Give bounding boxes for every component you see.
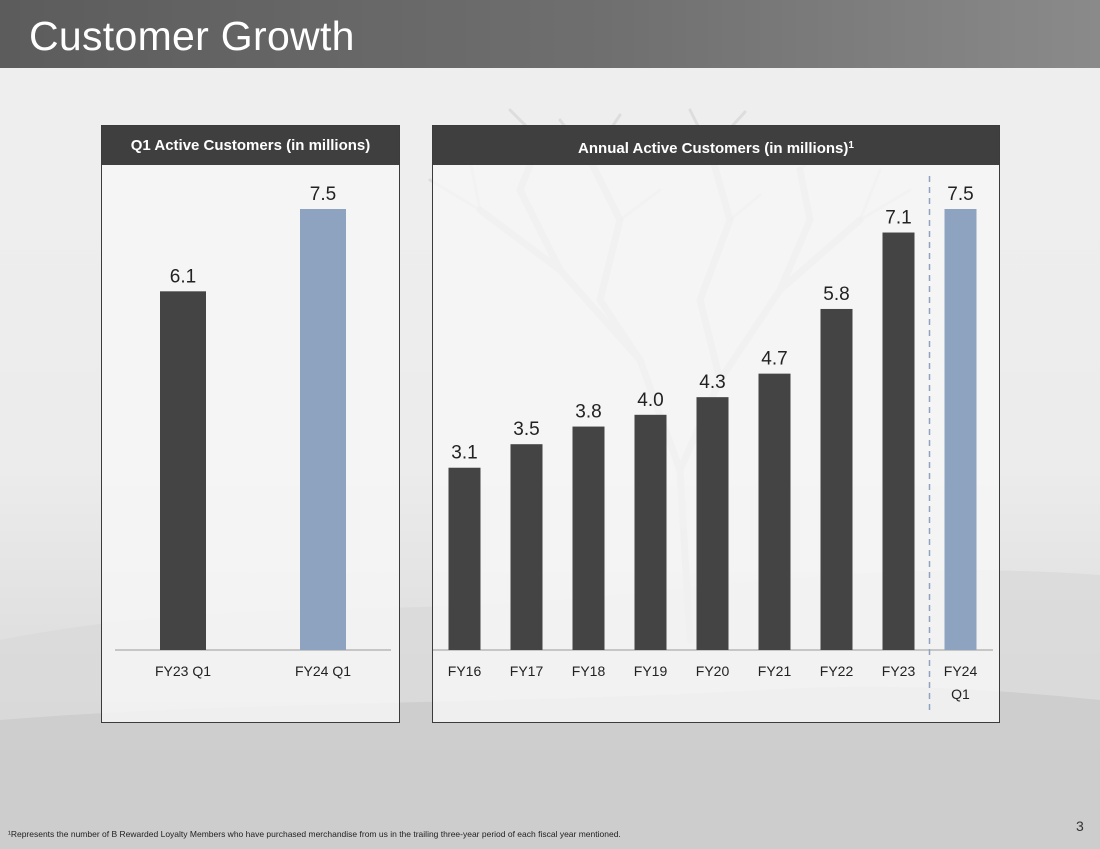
- tick-label-line: FY19: [634, 663, 668, 679]
- annual-chart-panel: Annual Active Customers (in millions)1 3…: [432, 125, 1000, 723]
- value-label: 3.1: [451, 443, 477, 464]
- tick-label: FY23 Q1: [155, 663, 211, 679]
- tick-label: FY24 Q1: [295, 663, 351, 679]
- bar-fy16: [448, 467, 481, 650]
- tick-label-line: FY20: [696, 663, 730, 679]
- bar-fy23-q1: [160, 291, 206, 650]
- value-label: 7.1: [885, 208, 911, 229]
- footnote: ¹Represents the number of B Rewarded Loy…: [8, 829, 621, 839]
- tick-label: FY16: [448, 663, 482, 679]
- q1-chart-title-text: Q1 Active Customers (in millions): [130, 137, 371, 154]
- tick-label: FY22: [820, 663, 854, 679]
- tick-label-line: FY23 Q1: [155, 663, 211, 679]
- tick-label: FY24 Q1: [944, 663, 978, 702]
- annual-chart-title-text: Annual Active Customers (in millions): [578, 140, 849, 157]
- bar-fy19: [634, 414, 667, 650]
- value-label: 5.8: [823, 284, 849, 305]
- tick-label: FY23: [882, 663, 916, 679]
- value-label: 4.3: [699, 372, 725, 393]
- tick-label: FY19: [634, 663, 668, 679]
- tick-label: FY20: [696, 663, 730, 679]
- annual-chart-title-superscript: 1: [848, 140, 854, 151]
- annual-chart-title: Annual Active Customers (in millions)1: [433, 126, 999, 165]
- tick-label: FY17: [510, 663, 544, 679]
- bar-fy21: [758, 373, 791, 650]
- page-number: 3: [1076, 818, 1084, 834]
- q1-chart-svg: 6.1 FY23 Q1 7.5 FY24 Q1: [115, 184, 391, 679]
- q1-chart-title: Q1 Active Customers (in millions): [102, 126, 399, 165]
- tick-label-line: Q1: [951, 686, 970, 702]
- q1-chart-panel: Q1 Active Customers (in millions) 6.1 FY2…: [101, 125, 400, 723]
- value-label: 7.5: [310, 184, 336, 205]
- bar-fy20: [696, 397, 729, 650]
- tick-label: FY18: [572, 663, 606, 679]
- tick-label: FY21: [758, 663, 792, 679]
- slide-title: Customer Growth: [29, 13, 355, 59]
- value-label: 4.0: [637, 390, 663, 411]
- value-label: 7.5: [947, 184, 973, 205]
- tick-label-line: FY23: [882, 663, 916, 679]
- bar-fy17: [510, 444, 543, 650]
- value-label: 6.1: [170, 266, 196, 287]
- title-bar: Customer Growth: [0, 0, 1100, 68]
- tick-label-line: FY24: [944, 663, 978, 679]
- value-label: 3.5: [513, 419, 539, 440]
- bar-fy24-q1: [944, 209, 977, 650]
- bar-fy24-q1: [300, 209, 346, 650]
- value-label: 3.8: [575, 402, 601, 423]
- annual-chart-svg: 3.1 FY16 3.5 FY17 3.8 FY18 4.0 FY19 4.3 FY20 4.7 FY…: [433, 176, 993, 711]
- bar-fy23: [882, 232, 915, 650]
- tick-label-line: FY16: [448, 663, 482, 679]
- bar-fy18: [572, 426, 605, 650]
- bar-fy22: [820, 308, 853, 650]
- tick-label-line: FY21: [758, 663, 792, 679]
- value-label: 4.7: [761, 349, 787, 370]
- tick-label-line: FY24 Q1: [295, 663, 351, 679]
- tick-label-line: FY18: [572, 663, 606, 679]
- tick-label-line: FY17: [510, 663, 544, 679]
- tick-label-line: FY22: [820, 663, 854, 679]
